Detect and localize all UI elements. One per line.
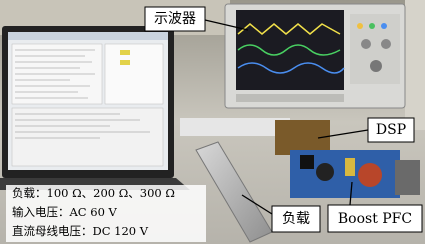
label: DSP (376, 122, 406, 138)
label: 负载 (282, 211, 310, 227)
photo: 负载：100 Ω、200 Ω、300 Ω 输入电压：AC 60 V 直流母线电压… (0, 0, 425, 244)
laptop (0, 26, 190, 190)
note: 输入电压：AC 60 V (12, 205, 118, 219)
note: 负载：100 Ω、200 Ω、300 Ω (12, 186, 175, 200)
wall (405, 0, 425, 130)
label: Boost PFC (338, 211, 412, 227)
oscilloscope (225, 4, 405, 108)
label: 示波器 (154, 11, 196, 27)
note: 直流母线电压：DC 120 V (12, 224, 149, 238)
